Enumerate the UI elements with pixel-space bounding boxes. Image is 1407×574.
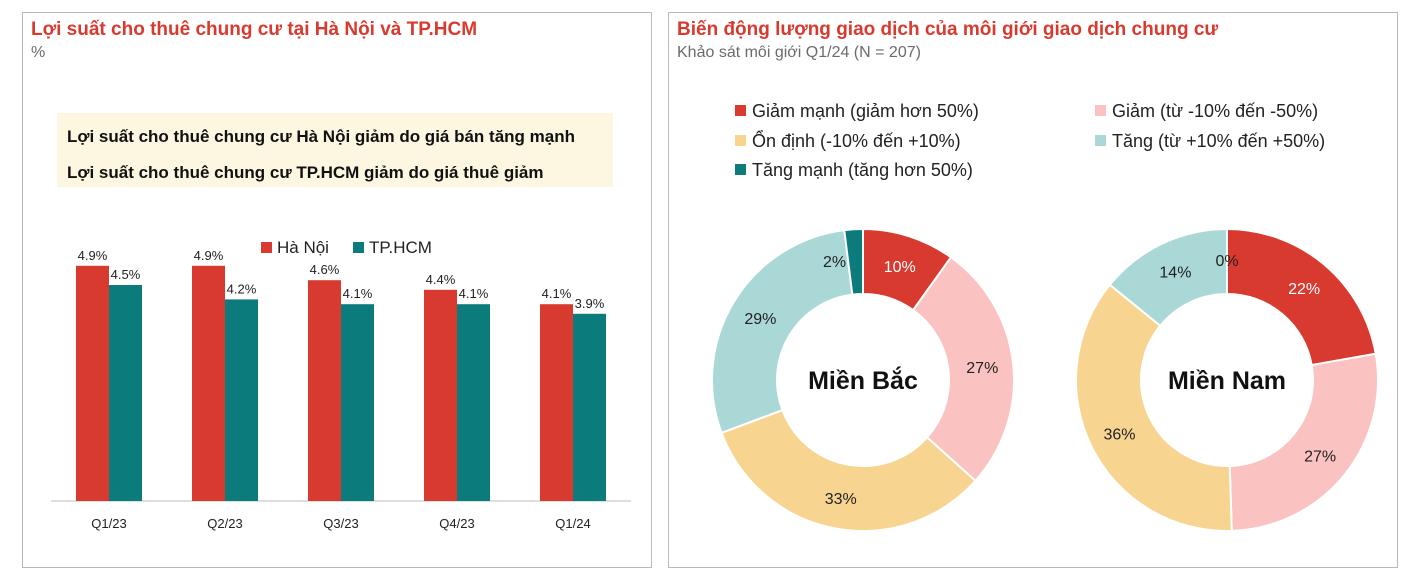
donut-0-label-2: 33% (825, 491, 857, 508)
donut-0-center-label: Miền Bắc (808, 365, 918, 395)
donut-1-slice-0 (1226, 227, 1377, 367)
pie-legend-label-1: Giảm (từ -10% đến -50%) (1112, 101, 1318, 121)
bar-label-1-4: 3.9% (575, 296, 605, 311)
bar-0-4 (540, 304, 573, 501)
bar-label-0-2: 4.6% (310, 262, 340, 277)
legend-swatch-1 (353, 242, 364, 253)
bar-label-1-3: 4.1% (459, 286, 489, 301)
x-tick-2: Q3/23 (323, 516, 358, 531)
donut-1-label-1: 27% (1304, 449, 1336, 466)
bar-1-4 (573, 313, 606, 501)
donut-0-slice-2 (720, 408, 977, 532)
pie-legend-label-3: Tăng (từ +10% đến +50%) (1112, 131, 1325, 151)
bar-label-0-0: 4.9% (78, 248, 108, 263)
donut-0-label-4: 2% (823, 254, 846, 271)
pie-legend-swatch-4 (735, 164, 746, 175)
legend-swatch-0 (261, 242, 272, 253)
donut-1-label-4: 0% (1215, 253, 1238, 270)
donut-0-label-1: 27% (966, 360, 998, 377)
x-tick-3: Q4/23 (439, 516, 474, 531)
pie-legend-swatch-3 (1095, 135, 1106, 146)
donut-charts: Giảm mạnh (giảm hơn 50%) Giảm (từ -10% đế… (711, 101, 1379, 532)
transaction-subtitle: Khảo sát môi giới Q1/24 (N = 207) (677, 44, 921, 61)
donut-0-label-0: 10% (884, 259, 916, 276)
bar-1-1 (225, 299, 258, 501)
bar-label-0-3: 4.4% (426, 272, 456, 287)
bar-0-1 (192, 265, 225, 501)
rental-yield-unit: % (31, 44, 46, 61)
pie-legend-swatch-2 (735, 135, 746, 146)
pie-legend-swatch-1 (1095, 105, 1106, 116)
transaction-panel: Biến động lượng giao dịch của môi giới g… (668, 12, 1398, 568)
bar-1-3 (457, 304, 490, 501)
pie-legend-label-4: Tăng mạnh (tăng hơn 50%) (752, 160, 973, 180)
note-hcm: Lợi suất cho thuê chung cư TP.HCM giảm d… (67, 163, 544, 182)
donut-0-slice-3 (711, 229, 854, 435)
x-tick-4: Q1/24 (555, 516, 590, 531)
bar-label-0-1: 4.9% (194, 248, 224, 263)
bar-label-1-0: 4.5% (111, 267, 141, 282)
donut-1-center-label: Miền Nam (1168, 367, 1286, 395)
bar-0-2 (308, 280, 341, 501)
rental-yield-panel: Lợi suất cho thuê chung cư tại Hà Nội và… (22, 12, 652, 568)
bar-1-0 (109, 285, 142, 501)
donut-1-slice-2 (1075, 283, 1233, 532)
legend-label-0: Hà Nội (277, 238, 329, 257)
bar-label-0-4: 4.1% (542, 286, 572, 301)
donut-0-label-3: 29% (744, 311, 776, 328)
donut-1-label-2: 36% (1103, 426, 1135, 443)
donut-1-slice-3 (1108, 227, 1228, 328)
note-hanoi: Lợi suất cho thuê chung cư Hà Nội giảm d… (67, 127, 575, 146)
legend-label-1: TP.HCM (369, 238, 432, 257)
donut-0-slice-1 (911, 255, 1015, 483)
note-box: Lợi suất cho thuê chung cư Hà Nội giảm d… (57, 113, 613, 187)
donut-1-label-3: 14% (1159, 265, 1191, 282)
rental-yield-title: Lợi suất cho thuê chung cư tại Hà Nội và… (31, 19, 478, 40)
bar-label-1-1: 4.2% (227, 281, 257, 296)
bar-label-1-2: 4.1% (343, 286, 373, 301)
donut-0-slice-4 (843, 227, 864, 296)
pie-legend-swatch-0 (735, 105, 746, 116)
donut-1-slice-1 (1228, 352, 1379, 532)
bar-chart: Hà Nội TP.HCM4.9%4.5%Q1/234.9%4.2%Q2/234.… (51, 238, 631, 531)
x-tick-0: Q1/23 (91, 516, 126, 531)
transaction-title: Biến động lượng giao dịch của môi giới g… (677, 19, 1219, 40)
bar-0-0 (76, 265, 109, 501)
donut-1-label-0: 22% (1288, 281, 1320, 298)
bar-1-2 (341, 304, 374, 501)
x-tick-1: Q2/23 (207, 516, 242, 531)
bar-0-3 (424, 289, 457, 501)
pie-legend-label-2: Ổn định (-10% đến +10%) (752, 130, 961, 151)
pie-legend-label-0: Giảm mạnh (giảm hơn 50%) (752, 101, 979, 121)
